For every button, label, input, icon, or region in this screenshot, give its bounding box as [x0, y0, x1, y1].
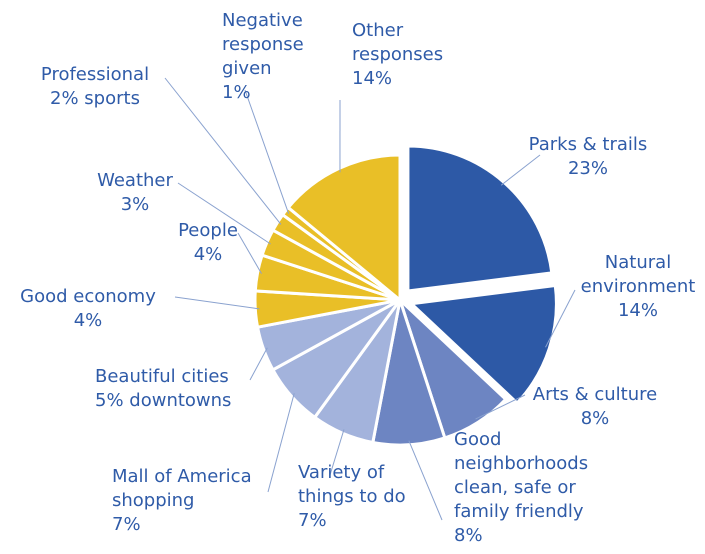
slice-label: Professional 2% sports [41, 64, 149, 109]
leader-line [174, 296, 260, 310]
leader-line [249, 347, 268, 381]
pie-slice [406, 144, 554, 293]
pie-slice [408, 283, 558, 406]
leader-line [244, 89, 290, 214]
leader-line [164, 77, 282, 225]
slice-label: Parks & trails 23% [529, 134, 648, 179]
slice-label: Variety of things to do 7% [298, 462, 406, 531]
slice-label: Natural environment 14% [581, 252, 696, 321]
leader-line [329, 429, 345, 476]
leader-line [408, 440, 443, 521]
slice-label: Mall of America shopping 7% [112, 466, 252, 535]
pie-slices [253, 144, 558, 447]
leader-line [475, 394, 526, 420]
leader-line [177, 182, 271, 245]
slice-label: Negative response given 1% [222, 10, 304, 103]
leader-lines [164, 77, 576, 521]
slice-label: People 4% [178, 220, 238, 265]
slice-label: Weather 3% [97, 170, 173, 215]
slice-label: Good neighborhoods clean, safe or family fr… [454, 429, 588, 546]
slice-label: Good economy 4% [20, 286, 156, 331]
slice-label: Arts & culture 8% [533, 384, 657, 429]
slice-label: Other responses 14% [352, 20, 443, 89]
slice-label: Beautiful cities 5% downtowns [95, 366, 231, 411]
leader-line [267, 393, 295, 493]
leader-line [500, 154, 541, 186]
leader-line [545, 289, 576, 348]
leader-line [237, 232, 262, 274]
pie-slice [286, 153, 402, 304]
slice-labels: Parks & trails 23% Natural environment 14% Ar… [20, 10, 695, 546]
